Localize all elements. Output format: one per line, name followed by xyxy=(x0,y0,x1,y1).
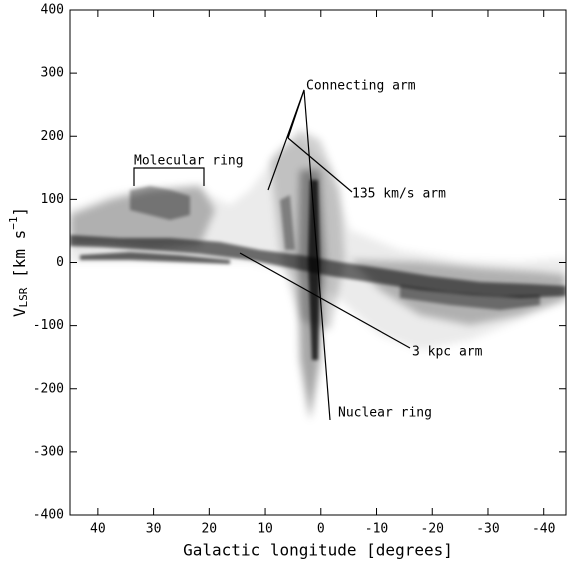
x-tick-label: -20 xyxy=(421,522,444,537)
x-axis-label: Galactic longitude [degrees] xyxy=(183,541,453,560)
x-tick-label: 10 xyxy=(257,522,273,537)
annotation-line xyxy=(239,252,411,349)
x-tick-label: 30 xyxy=(146,522,162,537)
annotation: Connecting arm xyxy=(306,79,416,94)
y-tick-label: 400 xyxy=(41,3,64,18)
annotation-line xyxy=(267,89,331,421)
annotation: Nuclear ring xyxy=(338,406,432,421)
annotation: Molecular ring xyxy=(134,154,244,169)
x-tick-label: -30 xyxy=(476,522,499,537)
y-tick-label: 0 xyxy=(56,255,64,270)
x-tick-label: 0 xyxy=(317,522,325,537)
y-tick-label: -100 xyxy=(33,318,64,333)
x-tick-label: -10 xyxy=(365,522,388,537)
x-tick-label: 20 xyxy=(201,522,217,537)
y-tick-label: -200 xyxy=(33,381,64,396)
annotation-line xyxy=(287,137,353,193)
y-axis-label: VLSR [km s−1] xyxy=(7,207,30,317)
x-tick-label: -40 xyxy=(532,522,555,537)
y-tick-label: -300 xyxy=(33,444,64,459)
y-tick-label: -400 xyxy=(33,508,64,523)
x-tick-label: 40 xyxy=(90,522,106,537)
annotation: 135 km/s arm xyxy=(352,187,446,202)
y-tick-label: 300 xyxy=(41,66,64,81)
annotation-line xyxy=(133,167,205,186)
y-tick-label: 100 xyxy=(41,192,64,207)
annotation: 3 kpc arm xyxy=(412,345,483,360)
emission-image xyxy=(70,130,566,420)
annotations: Connecting arm Molecular ring 135 km/s a… xyxy=(133,79,483,421)
y-tick-label: 200 xyxy=(41,129,64,144)
